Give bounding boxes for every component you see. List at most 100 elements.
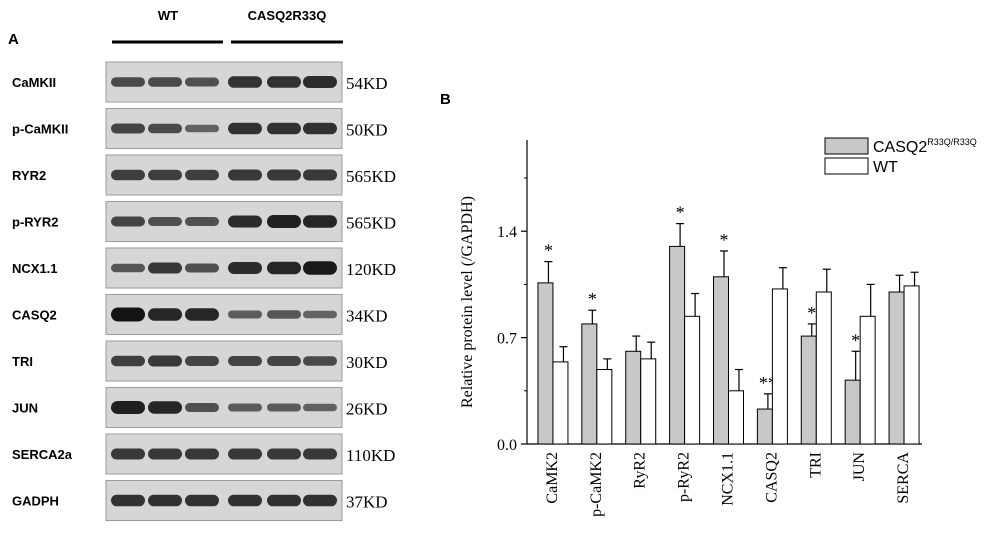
x-tick-label: p-CaMK2	[588, 452, 605, 517]
blot-protein-label: TRI	[12, 354, 33, 369]
blot-band	[185, 124, 219, 133]
blot-membrane	[105, 433, 343, 475]
blot-band	[267, 448, 301, 460]
x-tick-label: p-RyR2	[676, 452, 693, 502]
blot-size-label: 54KD	[346, 74, 388, 93]
blot-size-label: 565KD	[346, 167, 396, 186]
blot-band	[185, 77, 219, 87]
blot-band	[228, 262, 262, 274]
panel-b-label: B	[440, 91, 451, 108]
blot-band	[185, 263, 219, 273]
blot-band	[228, 310, 262, 319]
blot-protein-label: CASQ2	[12, 308, 57, 323]
blot-band	[148, 169, 182, 181]
significance-marker: *	[807, 303, 816, 323]
bar-wt	[903, 285, 920, 445]
blot-row: p-CaMKII 50KD	[12, 108, 388, 149]
blot-band	[267, 403, 301, 412]
bar-wt	[771, 288, 788, 445]
legend-swatch-wt	[824, 157, 869, 175]
blot-band	[111, 123, 145, 134]
blot-protein-label: GADPH	[12, 494, 59, 509]
blot-row: RYR2 565KD	[12, 154, 396, 196]
bar-mutant	[581, 323, 598, 445]
x-tick-label: JUN	[851, 452, 868, 482]
legend-label-mutant: CASQ2R33Q/R33Q	[873, 137, 977, 156]
blot-size-label: 565KD	[346, 214, 396, 233]
blot-rows: CaMKII 54KD p-CaMKII 50KD RYR2 565KD p-RYR2 565…	[12, 61, 396, 521]
significance-marker: *	[851, 330, 860, 350]
blot-band	[228, 494, 262, 507]
x-tick-label: SERCA	[895, 452, 912, 504]
blot-band	[111, 448, 145, 460]
y-tick-label: 0.0	[497, 437, 517, 454]
blot-row: SERCA2a 110KD	[12, 433, 395, 475]
blot-membrane	[105, 340, 343, 382]
blot-size-label: 120KD	[346, 260, 396, 279]
blot-band	[228, 356, 262, 366]
blot-membrane	[105, 108, 343, 149]
bar-mutant	[800, 335, 817, 445]
western-blot-panel: A WT CASQ2R33Q CaMKII 54KD p-CaMKII 50KD RYR…	[8, 8, 396, 521]
y-tick-label: 1.4	[497, 224, 517, 241]
blot-protein-label: p-RYR2	[12, 215, 58, 230]
bar-wt	[640, 358, 657, 445]
blot-band	[228, 215, 262, 228]
blot-band	[267, 169, 301, 181]
blot-band	[228, 122, 262, 135]
blot-band	[111, 169, 145, 181]
blot-row: CASQ2 34KD	[12, 294, 388, 335]
blot-membrane	[105, 201, 343, 242]
x-tick-label: RyR2	[632, 452, 649, 489]
y-tick-label: 0.7	[497, 331, 517, 348]
blot-band	[228, 403, 262, 412]
blot-band	[148, 77, 182, 87]
bar-mutant	[888, 291, 905, 445]
blot-protein-label: NCX1.1	[12, 261, 58, 276]
blot-band	[228, 448, 262, 460]
blot-protein-label: RYR2	[12, 168, 46, 183]
blot-band	[267, 76, 301, 88]
blot-band	[303, 356, 337, 366]
blot-band	[228, 169, 262, 181]
blot-band	[303, 215, 337, 228]
bar-wt	[596, 369, 613, 445]
blot-membrane	[105, 247, 343, 289]
blot-row: p-RYR2 565KD	[12, 201, 396, 242]
bar-mutant	[537, 282, 554, 445]
blot-band	[185, 169, 219, 181]
blot-row: TRI 30KD	[12, 340, 388, 382]
blot-band	[185, 308, 219, 321]
y-axis-label: Relative protein level (/GAPDH)	[459, 196, 476, 408]
blot-size-label: 30KD	[346, 353, 388, 372]
blot-protein-label: p-CaMKII	[12, 122, 68, 137]
bar-wt	[728, 390, 744, 445]
bar-wt	[815, 291, 832, 445]
blot-band	[303, 403, 337, 412]
blot-band	[111, 216, 145, 227]
legend-swatch-mutant	[824, 137, 869, 155]
blot-protein-label: JUN	[12, 401, 38, 416]
bar-wt	[859, 315, 876, 445]
blot-membrane	[105, 387, 343, 428]
blot-membrane	[105, 294, 343, 335]
blot-band	[303, 169, 337, 181]
bar-chart-panel: B Relative protein level (/GAPDH) 0.0 0.7…	[440, 91, 977, 517]
x-tick-label: TRI	[807, 452, 824, 478]
blot-band	[228, 76, 262, 88]
significance-marker: *	[588, 289, 597, 309]
blot-band	[148, 123, 182, 134]
blot-size-label: 37KD	[346, 493, 388, 512]
blot-band	[148, 494, 182, 507]
bar-wt	[684, 315, 701, 445]
legend-label-wt: WT	[873, 159, 898, 176]
blot-band	[185, 403, 219, 412]
significance-marker: *	[544, 241, 553, 261]
bar-mutant	[844, 379, 861, 445]
blot-band	[148, 308, 182, 321]
bar-mutant	[756, 408, 773, 445]
blot-band	[148, 448, 182, 460]
x-tick-label: CASQ2	[763, 452, 780, 503]
blot-band	[303, 261, 337, 275]
blot-band	[148, 401, 182, 414]
